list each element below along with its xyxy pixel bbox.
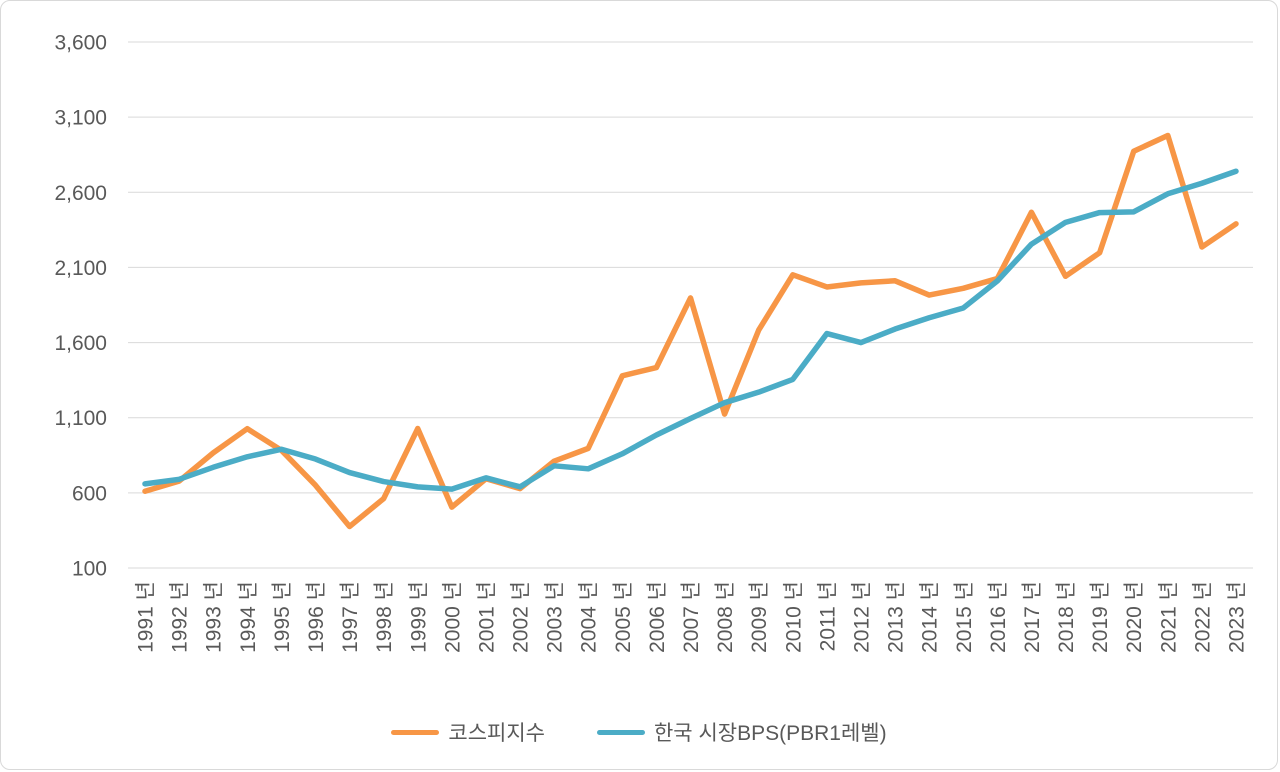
y-tick-label: 2,600	[54, 182, 107, 205]
x-tick-label: 2019 년	[1089, 581, 1112, 653]
x-tick-label: 2005 년	[612, 581, 635, 653]
y-tick-label: 3,600	[54, 32, 107, 55]
x-tick-label: 2013 년	[885, 581, 908, 653]
x-tick-label: 2000 년	[441, 581, 464, 653]
x-tick-label: 2002 년	[510, 581, 533, 653]
x-tick-label: 2003 년	[544, 581, 567, 653]
x-tick-label: 2015 년	[953, 581, 976, 653]
chart-legend: 코스피지수 한국 시장BPS(PBR1레벨)	[1, 717, 1277, 747]
x-tick-label: 2008 년	[714, 581, 737, 653]
bps-line-swatch	[596, 729, 645, 735]
kospi-line-swatch	[391, 729, 440, 735]
x-tick-label: 1991 년	[135, 581, 158, 653]
x-tick-label: 2007 년	[680, 581, 703, 653]
x-tick-label: 2009 년	[748, 581, 771, 653]
x-tick-label: 2001 년	[475, 581, 498, 653]
x-tick-label: 2012 년	[850, 581, 873, 653]
x-tick-label: 1994 년	[237, 581, 260, 653]
x-tick-label: 1997 년	[339, 581, 362, 653]
kospi-series-line	[142, 132, 1239, 530]
x-tick-label: 1995 년	[271, 581, 294, 653]
y-tick-label: 600	[72, 482, 107, 505]
x-tick-label: 2011 년	[816, 581, 839, 651]
x-tick-label: 2004 년	[578, 581, 601, 653]
x-tick-label: 2006 년	[646, 581, 669, 653]
legend-item-bps: 한국 시장BPS(PBR1레벨)	[596, 717, 887, 747]
x-tick-label: 2017 년	[1021, 581, 1044, 653]
x-tick-label: 1999 년	[407, 581, 430, 653]
x-tick-label: 1993 년	[203, 581, 226, 653]
x-tick-label: 2010 년	[782, 581, 805, 653]
x-tick-label: 2018 년	[1055, 581, 1078, 653]
x-tick-label: 2022 년	[1191, 581, 1214, 653]
bps-series-line	[142, 168, 1239, 492]
y-tick-label: 2,100	[54, 257, 107, 280]
x-tick-label: 2023 년	[1226, 581, 1249, 653]
y-tick-label: 1,100	[54, 407, 107, 430]
y-tick-label: 1,600	[54, 332, 107, 355]
x-tick-label: 2020 년	[1123, 581, 1146, 653]
y-tick-label: 3,100	[54, 107, 107, 130]
x-tick-label: 2014 년	[919, 581, 942, 653]
x-tick-label: 1996 년	[305, 581, 328, 653]
x-tick-label: 2021 년	[1157, 581, 1180, 653]
x-tick-label: 2016 년	[987, 581, 1010, 653]
x-tick-label: 1998 년	[373, 581, 396, 653]
legend-label-kospi: 코스피지수	[448, 722, 545, 745]
legend-item-kospi: 코스피지수	[391, 717, 545, 747]
x-tick-label: 1992 년	[169, 581, 192, 653]
legend-label-bps: 한국 시장BPS(PBR1레벨)	[653, 722, 887, 745]
y-tick-label: 100	[72, 558, 107, 581]
